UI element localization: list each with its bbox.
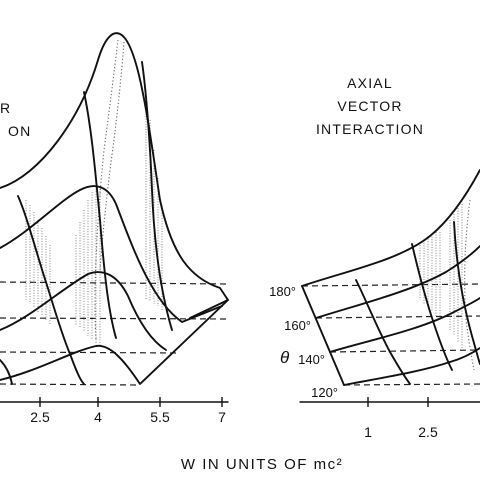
- left-hatching: [25, 90, 163, 346]
- left-panel-label-line-1: R: [0, 100, 11, 116]
- left-x-tick-label: 2.5: [30, 409, 50, 425]
- right-section-curve: [453, 221, 480, 365]
- right-surface-mid-curve: [315, 245, 480, 319]
- left-panel: R ON 2.5 4 5.5 7: [0, 32, 229, 425]
- right-surface-front-curve: [329, 297, 480, 353]
- theta-axis-label: θ: [280, 348, 290, 367]
- left-x-tick-label: 5.5: [150, 409, 170, 425]
- x-axis-title: W IN UNITS OF mc²: [181, 456, 343, 473]
- right-panel-label-line-2: VECTOR: [337, 98, 402, 114]
- left-section-curve: [141, 61, 173, 331]
- right-surface-base-curve: [343, 347, 480, 386]
- right-section-curve: [355, 279, 411, 385]
- right-panel: AXIAL VECTOR INTERACTION θ 180° 160° 140…: [269, 75, 480, 440]
- right-dashed-line: [343, 383, 480, 386]
- right-ridge-dots: [464, 199, 475, 371]
- left-panel-label-line-2: ON: [8, 123, 31, 139]
- left-surface-base-curve: [0, 299, 229, 385]
- left-x-tick-label: 4: [94, 409, 102, 425]
- right-hatching: [419, 204, 463, 348]
- right-surface-back-curve: [301, 169, 480, 287]
- left-section-curve: [0, 359, 13, 385]
- theta-tick-label: 160°: [284, 318, 311, 333]
- right-x-tick-label: 1: [364, 424, 372, 440]
- left-x-tick-label: 7: [218, 409, 226, 425]
- left-ridge-dots: [94, 39, 119, 341]
- left-dashed-line: [0, 281, 229, 285]
- right-dashed-line: [301, 283, 480, 287]
- left-section-curve: [17, 195, 85, 385]
- right-x-tick-label: 2.5: [418, 424, 438, 440]
- right-dashed-line: [329, 349, 480, 353]
- left-dashed-line: [0, 351, 181, 354]
- left-surface-back-curve: [0, 32, 229, 319]
- right-panel-label-line-1: AXIAL: [347, 75, 393, 91]
- theta-tick-label: 120°: [311, 385, 338, 400]
- left-dashed-line: [0, 383, 141, 386]
- theta-tick-label: 140°: [298, 352, 325, 367]
- left-section-curve: [83, 91, 117, 339]
- right-dashed-line: [315, 315, 480, 319]
- left-surface-mid-curve: [0, 185, 223, 323]
- right-section-curve: [411, 243, 453, 371]
- right-panel-label-line-3: INTERACTION: [316, 121, 424, 137]
- theta-tick-label: 180°: [269, 284, 296, 299]
- right-surface-edge: [301, 285, 345, 386]
